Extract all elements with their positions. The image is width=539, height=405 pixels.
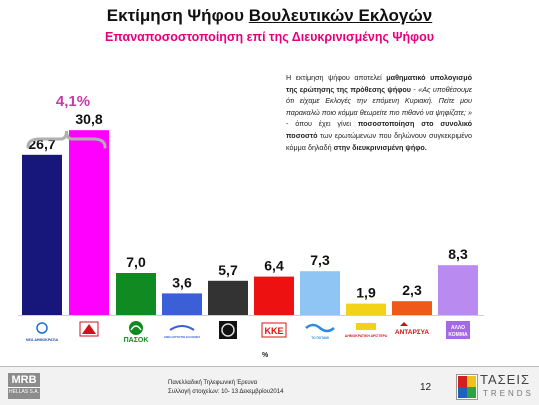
antarsya-logo-icon [400, 322, 408, 326]
bar-1 [69, 130, 109, 315]
syriza-logo-flag [82, 324, 96, 334]
explain-bold: μαθηματικό υπολογισμό της ερώτησης της π… [286, 73, 472, 94]
data-label-6: 7,3 [310, 252, 330, 268]
pasok-logo-icon [129, 321, 143, 335]
explain-bold: στην διευκρινισμένη ψήφο. [333, 142, 427, 152]
kke-logo-text: ΚΚΕ [264, 326, 283, 336]
data-label-3: 3,6 [172, 274, 192, 290]
bar-5 [254, 276, 294, 315]
footer [0, 367, 539, 405]
other-party-logo-icon [446, 321, 470, 339]
bar-0 [22, 154, 62, 315]
golden-dawn-logo-ring [221, 323, 235, 337]
data-label-4: 5,7 [218, 262, 238, 278]
data-label-7: 1,9 [356, 285, 376, 301]
footer-collection-dates: Συλλογή στοιχείων: 10- 13 Δεκεμβρίου2014 [168, 389, 284, 395]
data-label-1: 30,8 [75, 111, 102, 127]
dimar-logo-icon [356, 323, 376, 330]
explain-bold: ποσοστοποίηση στο συνολικό ποσοστό [286, 119, 472, 140]
explain-italic: «Ας υποθέσουμε ότι είχαμε Εκλογές την επ… [286, 84, 473, 117]
kke-logo-icon [261, 322, 287, 338]
anel-logo-icon [169, 325, 195, 331]
y-unit-label: % [262, 352, 269, 359]
explain-part: Η εκτίμηση ψήφου αποτελεί [286, 73, 387, 82]
dimar-logo-text: ΔΗΜΟΚΡΑΤΙΚΗ ΑΡΙΣΤΕΡΑ [345, 334, 388, 338]
bar-9 [438, 265, 478, 315]
potami-logo-text: ΤΟ ΠΟΤΑΜΙ [311, 336, 329, 340]
explain-part: - [410, 84, 419, 94]
page-title: Εκτίμηση Ψήφου Βουλευτικών Εκλογών [0, 6, 539, 26]
mrb-logo: MRB HELLAS S.A. [8, 373, 40, 399]
tasies-trends: TRENDS [483, 389, 534, 398]
tasies-trends-logo: ΤΑΣΕΙΣ TRENDS [456, 372, 536, 402]
footer-divider [0, 366, 539, 367]
nd-logo-icon [36, 322, 48, 334]
bar-2 [116, 273, 156, 315]
other-party-logo-text-1: ΑΛΛΟ [451, 325, 465, 331]
anel-logo-text: ΑΝΕΞΑΡΤΗΤΟΙ ΕΛΛΗΝΕΣ [164, 335, 201, 339]
difference-brace [26, 130, 107, 149]
bar-chart: 26,730,87,03,65,7 6,4 7,31,9 2,38,34,1%ΝΕΑ … [18, 93, 484, 344]
pasok-logo-text: ΠΑΣΟΚ [124, 337, 149, 344]
data-label-8: 2,3 [402, 282, 422, 298]
data-label-2: 7,0 [126, 254, 146, 270]
nd-logo-text: ΝΕΑ ΔΗΜΟΚΡΑΤΙΑ [26, 338, 59, 342]
pasok-logo-sun [130, 325, 142, 331]
tasies-logo-icon [456, 374, 478, 400]
tasies-name: ΤΑΣΕΙΣ [480, 372, 531, 387]
other-party-logo-text-2: ΚΟΜΜΑ [448, 332, 468, 338]
data-label-9: 8,3 [448, 246, 468, 262]
mrb-logo-text: MRB [11, 374, 37, 386]
explanation-text: Η εκτίμηση ψήφου αποτελεί μαθηματικό υπο… [286, 72, 472, 153]
title-underlined: Βουλευτικών Εκλογών [248, 6, 433, 25]
footer-survey-type: Πανελλαδική Τηλεφωνική Έρευνα [168, 380, 258, 386]
difference-label: 4,1% [56, 93, 90, 110]
bar-6 [300, 271, 340, 315]
bar-3 [162, 293, 202, 315]
potami-logo-icon [305, 323, 335, 333]
data-label-5: 6,4 [264, 258, 284, 274]
page-subtitle: Επαναποσοστοποίηση επί της Διευκρινισμέν… [104, 30, 435, 44]
explain-part: - όπου έχει γίνει [286, 119, 358, 129]
bar-4 [208, 280, 248, 315]
explain-part: των ερωτώμενων που δηλώνουν συγκεκριμένο… [286, 130, 472, 152]
bar-7 [346, 303, 386, 315]
title-prefix: Εκτίμηση Ψήφου [106, 6, 245, 25]
antarsya-logo-text: ΑΝΤΑΡΣΥΑ [395, 329, 430, 336]
mrb-logo-subtext: HELLAS S.A. [8, 387, 40, 395]
page-number: 12 [420, 382, 432, 393]
bar-8 [392, 301, 432, 315]
